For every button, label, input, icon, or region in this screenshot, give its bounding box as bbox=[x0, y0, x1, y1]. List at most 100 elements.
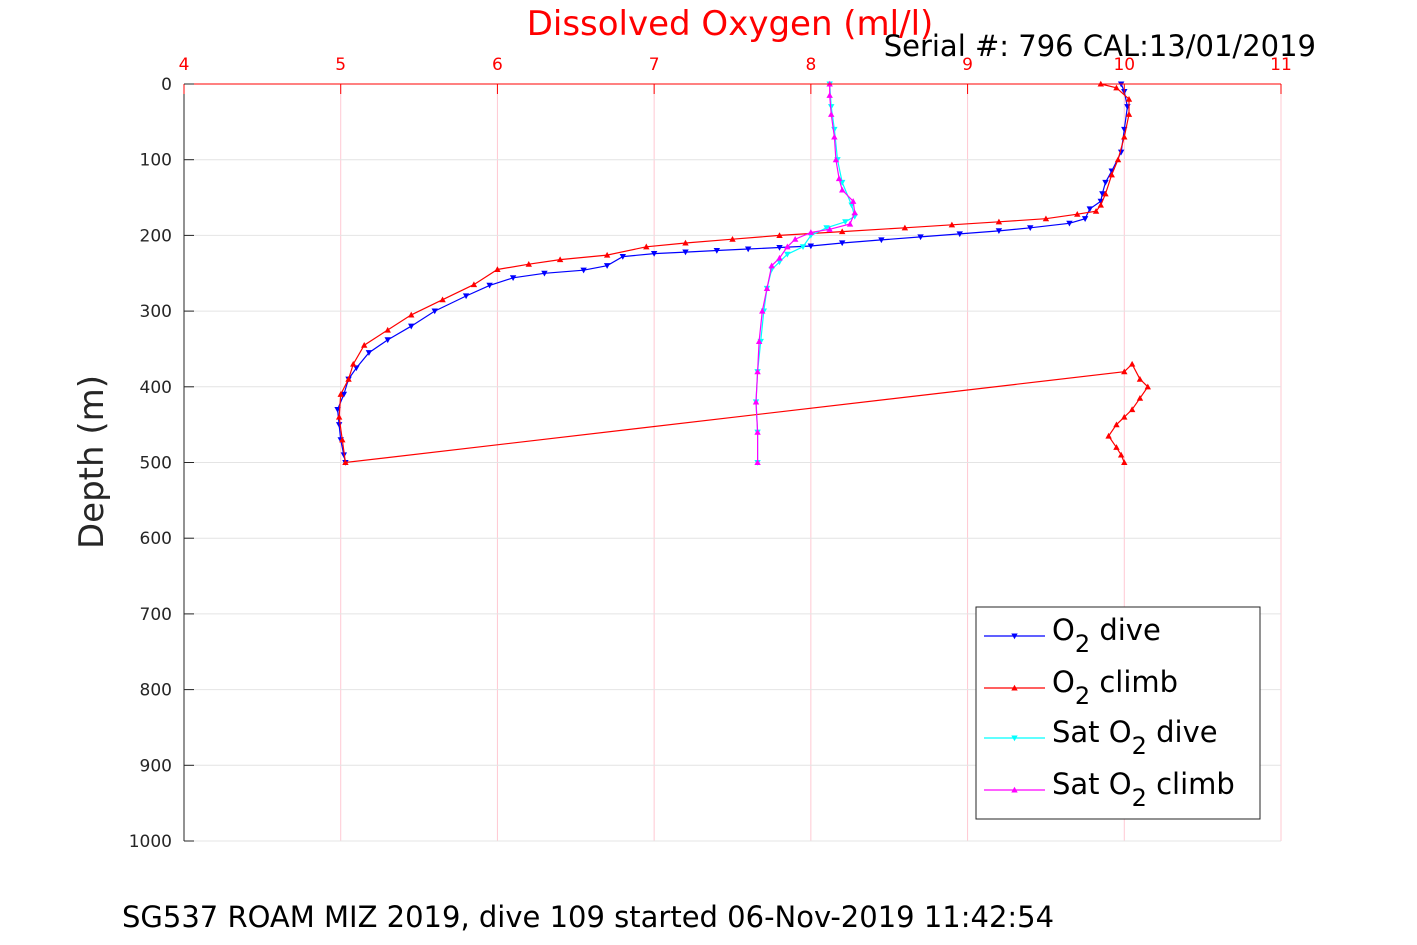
data-point bbox=[1121, 413, 1128, 420]
data-point bbox=[1113, 444, 1120, 450]
data-point bbox=[580, 267, 587, 274]
data-point bbox=[839, 186, 846, 193]
data-point bbox=[1113, 421, 1120, 428]
data-point bbox=[1097, 201, 1104, 208]
series-o2-dive bbox=[334, 81, 1131, 466]
legend-label: Sat O2 dive bbox=[1052, 715, 1218, 760]
axis-ticks: 4 5 6 7 8 9 10 11 0 100 200 300 400 500 600 700 800 900 10… bbox=[129, 55, 1292, 852]
data-point bbox=[729, 235, 736, 242]
data-point bbox=[541, 270, 548, 277]
y-tick-label: 600 bbox=[140, 529, 172, 549]
data-point bbox=[682, 249, 689, 256]
data-point bbox=[759, 307, 766, 314]
data-point bbox=[839, 240, 846, 247]
data-point bbox=[335, 422, 343, 428]
data-point bbox=[439, 296, 446, 303]
data-point bbox=[901, 224, 909, 231]
legend-swatch-marker bbox=[1011, 735, 1018, 742]
data-point bbox=[1113, 84, 1120, 91]
legend-label: O2 dive bbox=[1052, 613, 1161, 658]
legend-box bbox=[975, 606, 1261, 820]
data-point bbox=[776, 259, 783, 266]
data-point bbox=[828, 104, 835, 110]
data-point bbox=[1117, 149, 1125, 156]
data-point bbox=[807, 243, 815, 250]
data-point bbox=[462, 293, 470, 300]
data-point bbox=[1108, 171, 1115, 178]
legend-label: Sat O2 climb bbox=[1052, 767, 1235, 812]
data-point bbox=[1125, 95, 1133, 102]
x-tick-label: 11 bbox=[1270, 55, 1292, 75]
data-point bbox=[917, 234, 924, 241]
data-point bbox=[619, 254, 626, 260]
data-point bbox=[350, 360, 357, 367]
y-tick-label: 300 bbox=[140, 302, 172, 322]
data-point bbox=[603, 263, 611, 269]
data-point bbox=[754, 459, 761, 466]
chart-subtitle: Serial #: 796 CAL:13/01/2019 bbox=[884, 29, 1316, 63]
data-point bbox=[776, 254, 783, 261]
data-point bbox=[431, 308, 438, 315]
data-point bbox=[650, 251, 658, 257]
data-point bbox=[1102, 190, 1109, 197]
data-point bbox=[828, 111, 835, 117]
data-point bbox=[768, 262, 775, 269]
data-point bbox=[1121, 459, 1128, 466]
data-point bbox=[839, 179, 846, 186]
data-point bbox=[525, 260, 532, 267]
y-tick-label: 0 bbox=[161, 75, 172, 95]
y-tick-label: 800 bbox=[140, 681, 172, 701]
data-point bbox=[754, 429, 761, 435]
y-tick-label: 500 bbox=[140, 454, 172, 474]
data-point bbox=[340, 391, 348, 398]
data-point bbox=[1117, 451, 1125, 458]
data-point bbox=[948, 221, 956, 228]
data-point bbox=[744, 246, 752, 253]
x-tick-label: 7 bbox=[649, 55, 660, 75]
data-point bbox=[342, 459, 349, 466]
data-point bbox=[361, 341, 368, 348]
data-point bbox=[878, 237, 885, 244]
legend-swatch-marker bbox=[1011, 633, 1018, 640]
legend-label: O2 climb bbox=[1052, 665, 1178, 710]
data-point bbox=[470, 281, 478, 288]
data-point bbox=[826, 226, 833, 232]
data-point bbox=[776, 232, 783, 238]
y-tick-label: 100 bbox=[140, 151, 172, 171]
data-point bbox=[1121, 368, 1128, 375]
y-tick-label: 1000 bbox=[129, 832, 172, 852]
data-point bbox=[335, 413, 343, 420]
y-axis-label: Depth (m) bbox=[72, 375, 112, 549]
data-point bbox=[365, 350, 373, 356]
data-point bbox=[799, 244, 807, 250]
data-point bbox=[784, 251, 791, 258]
x-tick-label: 5 bbox=[335, 55, 346, 75]
data-point bbox=[1144, 383, 1151, 390]
y-tick-label: 700 bbox=[140, 605, 172, 625]
data-point bbox=[1128, 360, 1136, 367]
data-point bbox=[1086, 206, 1094, 213]
data-point bbox=[1081, 216, 1089, 222]
data-point bbox=[839, 228, 846, 235]
data-point bbox=[763, 285, 771, 291]
legend-swatch-marker bbox=[1011, 786, 1018, 793]
data-point bbox=[849, 198, 857, 204]
y-tick-label: 900 bbox=[140, 756, 172, 776]
data-point bbox=[486, 282, 493, 289]
series-layer bbox=[334, 80, 1151, 466]
data-point bbox=[1105, 432, 1112, 439]
data-point bbox=[339, 436, 346, 443]
data-point bbox=[1042, 215, 1050, 222]
data-point bbox=[682, 239, 689, 246]
data-point bbox=[408, 323, 415, 330]
data-point bbox=[345, 376, 352, 382]
data-point bbox=[384, 337, 391, 344]
data-point bbox=[1125, 111, 1133, 117]
data-point bbox=[807, 229, 815, 235]
data-point bbox=[823, 225, 830, 232]
data-point bbox=[1074, 211, 1081, 217]
data-point bbox=[956, 231, 963, 238]
data-point bbox=[784, 243, 791, 250]
data-point bbox=[831, 133, 838, 140]
